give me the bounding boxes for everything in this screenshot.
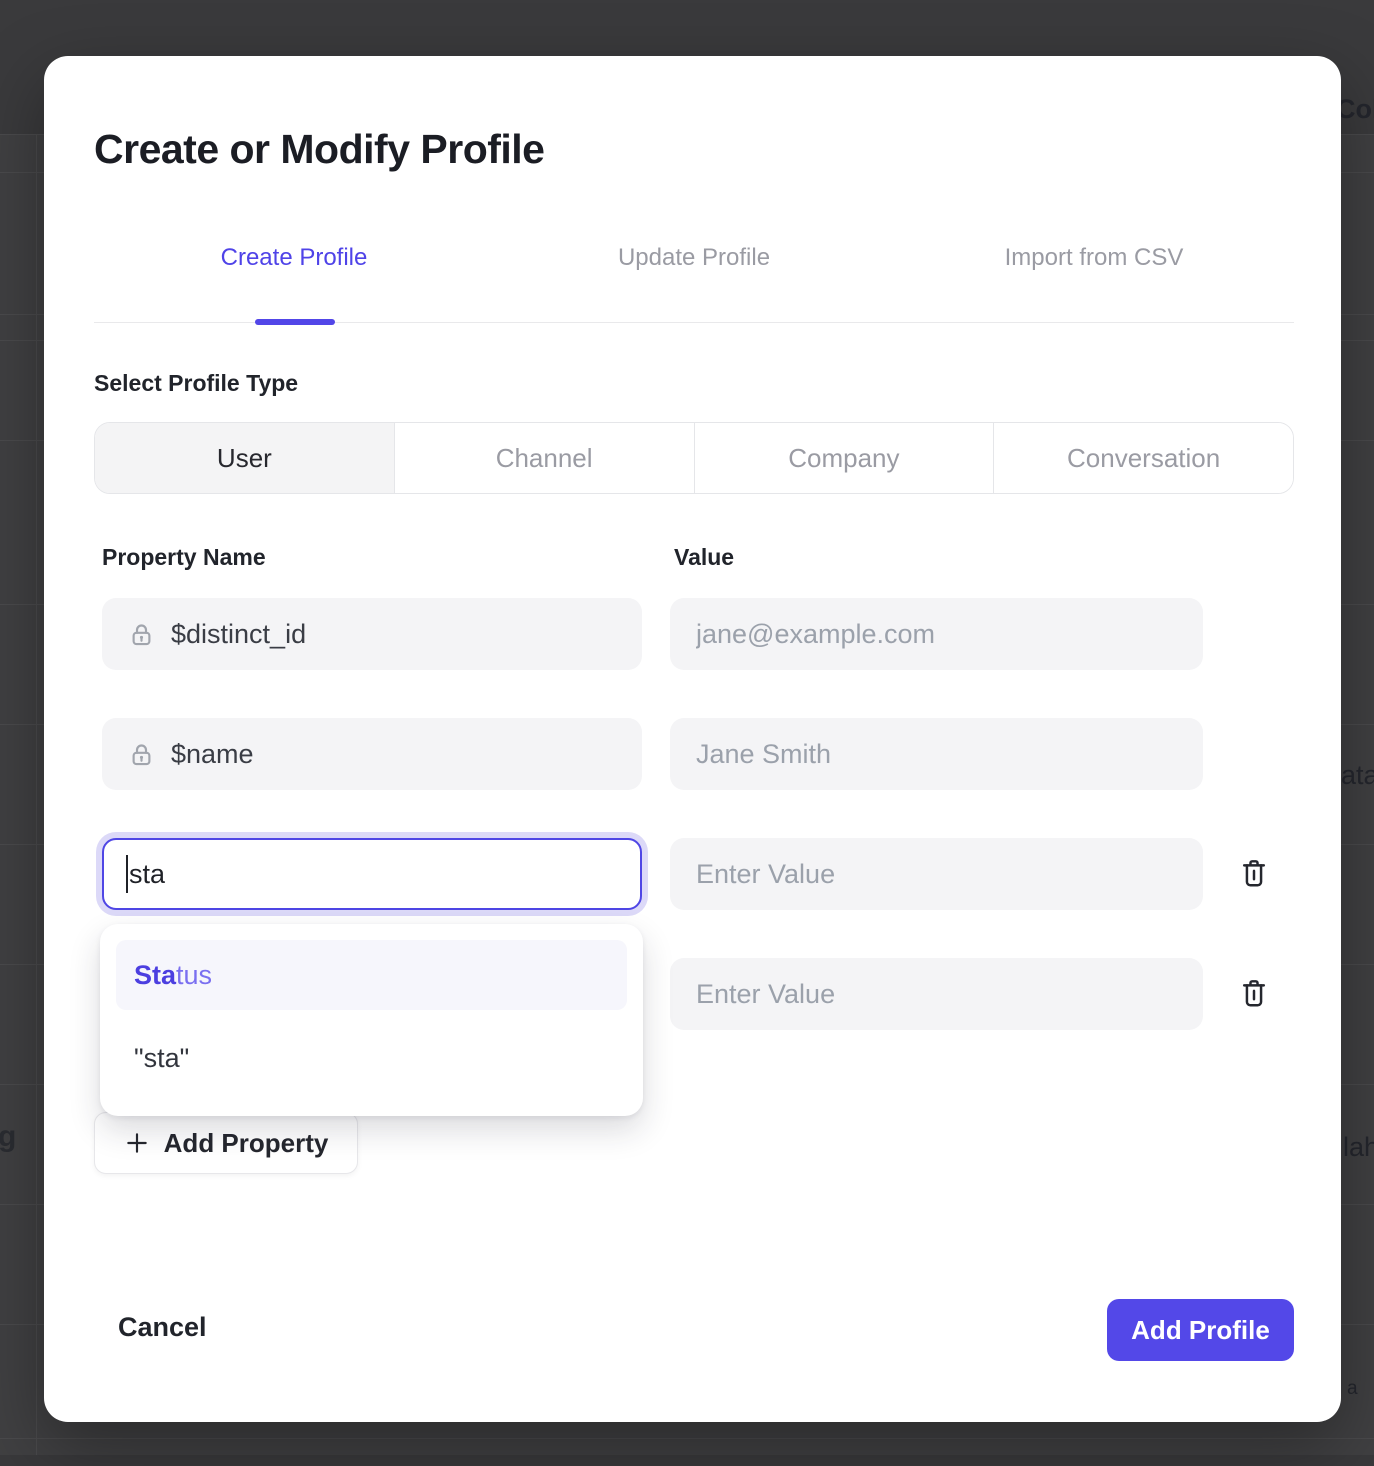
background-text-fragment: ata [1341, 760, 1374, 790]
tabs-divider [94, 322, 1294, 323]
create-profile-modal: Create or Modify Profile Create Profile … [44, 56, 1341, 1422]
tab-create-profile[interactable]: Create Profile [220, 244, 368, 271]
background-text-fragment: a [1347, 1378, 1358, 1399]
value-input-name[interactable] [670, 718, 1203, 790]
active-tab-underline [255, 319, 335, 325]
property-autocomplete-dropdown: Sta tus "sta" [100, 924, 643, 1116]
add-profile-button[interactable]: Add Profile [1107, 1299, 1294, 1361]
add-property-button[interactable]: Add Property [94, 1112, 358, 1174]
trash-icon [1242, 980, 1266, 1007]
profile-type-company[interactable]: Company [693, 423, 994, 493]
locked-property-name: $name [102, 718, 642, 790]
profile-type-user[interactable]: User [95, 423, 394, 493]
lock-icon [132, 623, 151, 645]
tab-import-from-csv[interactable]: Import from CSV [1004, 244, 1184, 271]
background-text-fragment: g [0, 1120, 17, 1153]
property-name-input-focused[interactable]: sta [102, 838, 642, 910]
profile-type-label: Select Profile Type [94, 370, 299, 396]
background-text-fragment: lah [1343, 1132, 1374, 1162]
plus-icon [126, 1133, 147, 1153]
profile-type-conversation[interactable]: Conversation [993, 423, 1293, 493]
value-column-header: Value [674, 544, 735, 570]
autocomplete-match-text: Sta [134, 959, 177, 990]
value-input-row4[interactable] [670, 958, 1203, 1030]
modal-tabs: Create Profile Update Profile Import fro… [94, 244, 1294, 272]
autocomplete-option-literal[interactable]: "sta" [134, 1042, 190, 1073]
modal-title: Create or Modify Profile [94, 126, 545, 172]
locked-property-distinct-id: $distinct_id [102, 598, 642, 670]
profile-type-selector: User Channel Company Conversation [94, 422, 1294, 494]
cancel-button[interactable]: Cancel [118, 1312, 207, 1342]
value-input-distinct-id[interactable] [670, 598, 1203, 670]
lock-icon [132, 743, 151, 765]
autocomplete-rest-text: tus [176, 959, 213, 990]
add-property-label: Add Property [163, 1127, 329, 1158]
delete-row-button[interactable] [1230, 850, 1278, 898]
property-name-text: $name [171, 738, 254, 769]
property-name-column-header: Property Name [102, 544, 266, 570]
delete-row-button[interactable] [1230, 970, 1278, 1018]
profile-type-channel[interactable]: Channel [393, 423, 694, 493]
trash-icon [1242, 860, 1266, 887]
property-name-typed-text: sta [129, 858, 166, 889]
property-name-text: $distinct_id [171, 618, 307, 649]
text-caret [126, 855, 128, 893]
background-text-fragment: Col [1336, 94, 1374, 124]
tab-update-profile[interactable]: Update Profile [617, 244, 771, 271]
autocomplete-option-status[interactable]: Sta tus [116, 940, 627, 1010]
value-input-row3[interactable] [670, 838, 1203, 910]
